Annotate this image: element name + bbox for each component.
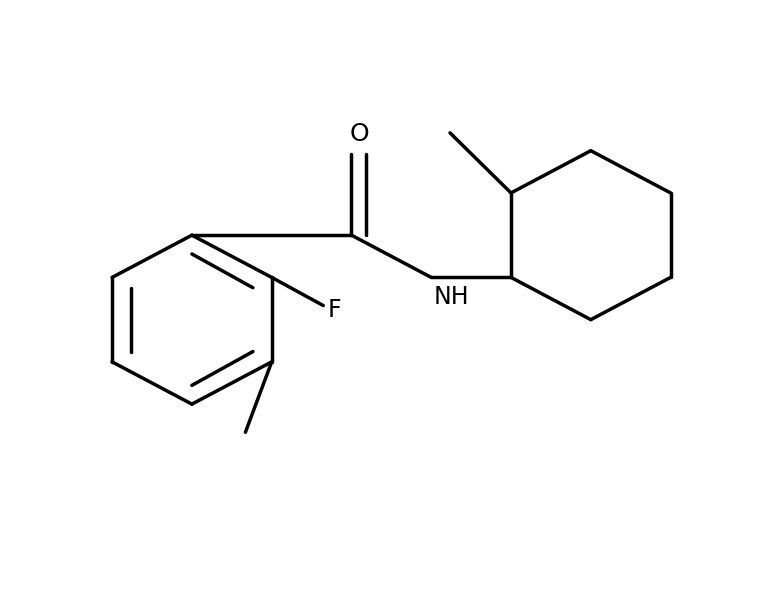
Text: O: O	[349, 122, 369, 146]
Text: F: F	[328, 298, 342, 322]
Text: NH: NH	[434, 285, 470, 309]
